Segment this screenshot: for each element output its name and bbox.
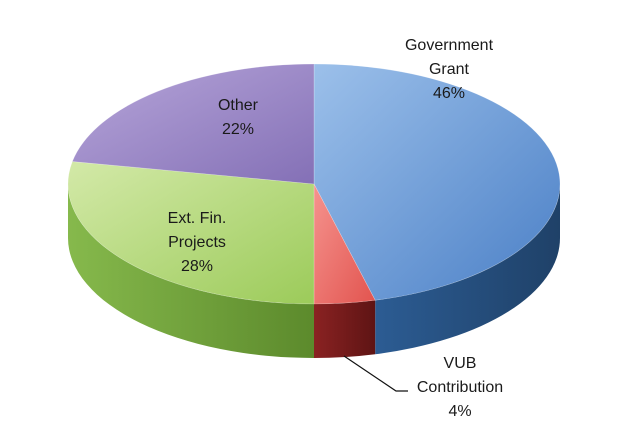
slice-label-1-line-2: 4% bbox=[448, 403, 471, 420]
pie-side-2 bbox=[68, 184, 314, 358]
slice-label-0-line-1: Grant bbox=[429, 61, 470, 78]
pie-side-0 bbox=[375, 184, 560, 355]
pie-side-layer bbox=[68, 184, 560, 358]
slice-label-2-line-1: Projects bbox=[168, 234, 226, 251]
slice-label-2: Ext. Fin. Projects 28% bbox=[168, 210, 227, 275]
slice-label-1-line-1: Contribution bbox=[417, 379, 503, 396]
slice-label-1-line-0: VUB bbox=[444, 355, 477, 372]
top-strip bbox=[0, 0, 630, 38]
pie-slice-2 bbox=[67, 161, 315, 305]
leader-line-layer bbox=[343, 355, 408, 392]
slice-label-2-line-0: Ext. Fin. bbox=[168, 210, 227, 227]
pie-slice-3 bbox=[71, 63, 315, 185]
leader-line-vub-contribution bbox=[343, 355, 408, 392]
slice-label-0-line-2: 46% bbox=[433, 85, 465, 102]
slice-label-1: VUB Contribution 4% bbox=[417, 355, 503, 420]
slice-label-layer: Government Grant 46% VUB Contribution 4% Ext. … bbox=[168, 37, 503, 420]
pie-side-1 bbox=[314, 300, 376, 358]
slice-label-2-line-2: 28% bbox=[181, 258, 213, 275]
slice-label-3-line-1: 22% bbox=[222, 121, 254, 138]
pie-top-layer bbox=[67, 63, 561, 305]
pie-slice-0 bbox=[313, 63, 561, 301]
slice-label-3: Other 22% bbox=[218, 97, 259, 138]
slice-label-0-line-0: Government bbox=[405, 37, 494, 54]
pie-slice-1 bbox=[313, 183, 376, 305]
slice-label-0: Government Grant 46% bbox=[405, 37, 494, 102]
slice-label-3-line-0: Other bbox=[218, 97, 259, 114]
